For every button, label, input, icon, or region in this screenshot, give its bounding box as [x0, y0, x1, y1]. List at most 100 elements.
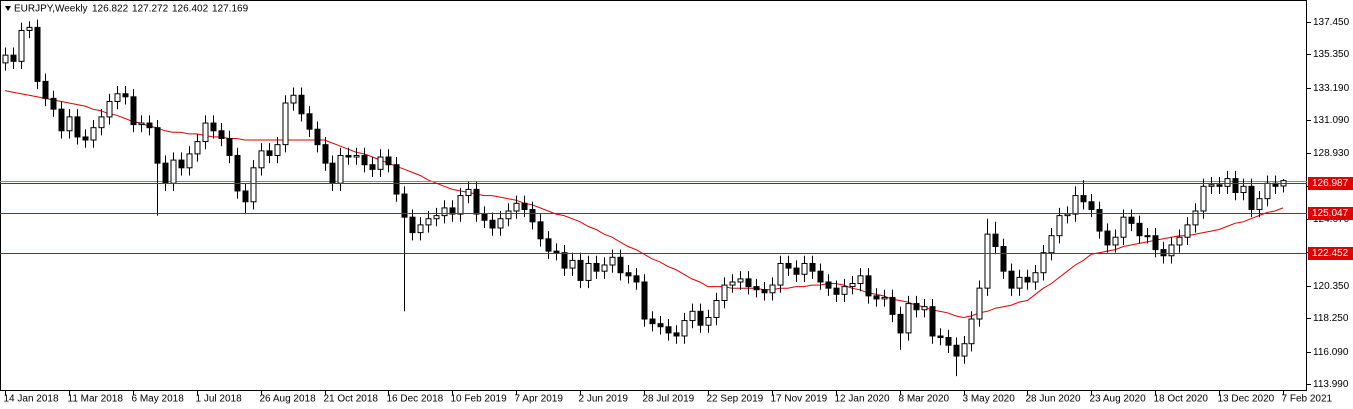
ohlc-high: 127.272 — [132, 4, 169, 15]
candle-body — [1056, 215, 1063, 237]
candle-body — [513, 202, 520, 212]
x-tick-label: 11 Mar 2018 — [68, 394, 124, 405]
candle-body — [889, 296, 896, 315]
candle-body — [873, 295, 880, 300]
candle-body — [897, 313, 904, 334]
candle-body — [745, 278, 752, 288]
candle-body — [385, 156, 392, 166]
candle-body — [1008, 270, 1015, 289]
candle-body — [976, 287, 983, 320]
x-tick-label: 23 Aug 2020 — [1090, 394, 1147, 405]
candle-body — [353, 154, 360, 158]
candle-body — [465, 188, 472, 197]
candle-body — [777, 262, 784, 286]
x-tick-label: 18 Oct 2020 — [1154, 394, 1209, 405]
candle-body — [1112, 236, 1119, 246]
candle-body — [1040, 252, 1047, 274]
x-tick-label: 6 May 2018 — [132, 394, 185, 405]
candle-body — [857, 275, 864, 285]
candle-body — [74, 116, 81, 138]
candle-body — [114, 93, 121, 102]
candle-body — [593, 262, 600, 272]
candle-body — [345, 154, 352, 158]
candle-body — [585, 262, 592, 281]
candle-body — [913, 303, 920, 311]
candle-body — [42, 80, 49, 99]
candle-body — [961, 343, 968, 357]
y-tick-label: 133.190 — [1313, 83, 1350, 94]
candle-body — [377, 156, 384, 170]
candle-body — [1080, 195, 1087, 203]
chart-title: EURJPY,Weekly — [14, 4, 88, 15]
level-label: 126.987 — [1312, 178, 1349, 189]
candle-body — [66, 116, 73, 132]
level-label-box — [1308, 207, 1353, 220]
candle-body — [481, 213, 488, 221]
candle-body — [1256, 198, 1263, 210]
x-tick-label: 7 Apr 2019 — [515, 394, 564, 405]
candle-body — [929, 306, 936, 337]
candle-body — [537, 221, 544, 240]
candle-body — [98, 116, 105, 129]
candle-body — [218, 130, 225, 139]
candle-body — [282, 102, 289, 146]
candle-body — [1120, 216, 1127, 238]
candle-body — [1168, 244, 1175, 257]
candle-body — [234, 154, 241, 192]
candle-body — [122, 93, 129, 98]
candle-body — [1192, 210, 1199, 226]
candle-body — [242, 190, 249, 203]
candle-body — [1176, 236, 1183, 246]
candle-body — [1184, 224, 1191, 238]
candle-body — [178, 159, 185, 169]
y-tick-label: 113.990 — [1313, 379, 1349, 390]
candle-body — [833, 287, 840, 295]
candle-body — [449, 207, 456, 215]
x-tick-label: 7 Feb 2021 — [1282, 394, 1333, 405]
candle-body — [290, 94, 297, 104]
candle-body — [433, 215, 440, 220]
candle-body — [266, 150, 273, 156]
candle-body — [2, 54, 9, 64]
candle-body — [329, 162, 336, 184]
x-tick-label: 17 Nov 2019 — [771, 394, 828, 405]
candle-body — [665, 326, 672, 334]
candle-body — [1160, 249, 1167, 257]
menu-arrow[interactable] — [5, 6, 11, 11]
x-tick-label: 8 Mar 2020 — [899, 394, 950, 405]
candle-body — [793, 267, 800, 275]
x-tick-label: 3 May 2020 — [963, 394, 1016, 405]
candle-body — [258, 150, 265, 169]
candle-body — [905, 303, 912, 334]
candle-body — [945, 337, 952, 346]
candle-body — [545, 238, 552, 252]
x-tick-label: 1 Jul 2018 — [196, 394, 243, 405]
level-label: 125.047 — [1312, 208, 1349, 219]
candle-body — [1088, 201, 1095, 210]
candle-body — [521, 202, 528, 210]
candle-body — [569, 259, 576, 269]
candle-body — [1096, 208, 1103, 232]
candle-body — [841, 286, 848, 295]
candle-body — [1224, 178, 1231, 187]
candle-body — [497, 218, 504, 229]
candle-body — [729, 281, 736, 286]
ohlc-close: 127.169 — [212, 4, 249, 15]
candle-body — [1240, 185, 1247, 193]
candle-body — [641, 281, 648, 320]
candle-body — [937, 335, 944, 339]
candle-body — [865, 275, 872, 297]
candle-body — [473, 188, 480, 215]
candle-body — [553, 250, 560, 254]
candle-body — [250, 167, 257, 203]
plot-frame — [0, 0, 1307, 391]
candle-body — [1128, 216, 1135, 224]
candle-body — [130, 96, 137, 126]
candle-body — [681, 320, 688, 337]
y-tick-label: 137.450 — [1313, 17, 1350, 28]
candle-body — [1024, 276, 1031, 283]
candle-body — [10, 54, 17, 62]
candle-body — [697, 310, 704, 326]
candle-body — [162, 162, 169, 184]
